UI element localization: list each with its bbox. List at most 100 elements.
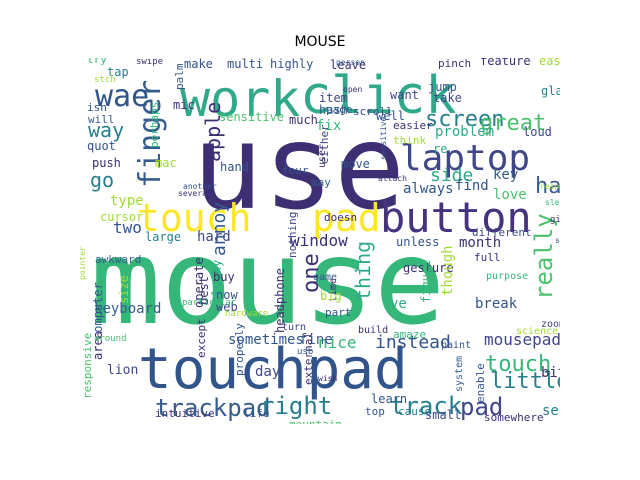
cloud-word-want: want — [390, 88, 419, 102]
cloud-word-part: part — [325, 306, 352, 319]
cloud-word-perhaps: perhaps — [148, 102, 161, 148]
cloud-word-size: size — [117, 275, 131, 304]
cloud-word-wae: wae — [95, 79, 149, 114]
cloud-word-feature: feature — [480, 58, 531, 68]
cloud-word-window: window — [290, 231, 348, 250]
cloud-word-pad: pad — [460, 393, 503, 421]
cloud-word-operate: operate — [192, 257, 206, 308]
cloud-word-nice: nice — [318, 333, 357, 352]
cloud-word-multi: multi — [227, 58, 263, 71]
cloud-word-track: track — [390, 392, 463, 420]
cloud-word-open: open — [343, 85, 362, 94]
cloud-word-hand: hand — [220, 160, 249, 174]
cloud-word-mac: mac — [155, 156, 177, 170]
cloud-word-buy: buy — [213, 270, 235, 284]
cloud-word-now: now — [216, 288, 238, 302]
cloud-word-pad: pad — [312, 196, 381, 240]
cloud-word-either: either — [318, 124, 331, 164]
cloud-word-web: web — [216, 300, 238, 314]
cloud-word-external: external — [302, 332, 315, 385]
cloud-word-turn: turn — [282, 322, 306, 333]
cloud-word-time: time — [328, 278, 339, 302]
cloud-word-work: work — [180, 70, 300, 128]
cloud-word-full: full — [474, 251, 501, 264]
cloud-word-much: much — [289, 113, 318, 127]
cloud-word-life: life — [243, 407, 270, 420]
cloud-word-give: give — [550, 215, 560, 225]
cloud-word-make: make — [184, 58, 213, 71]
cloud-word-leave: leave — [330, 58, 366, 72]
cloud-word-day: day — [255, 364, 280, 380]
cloud-word-sensitive: sensitive — [379, 116, 388, 160]
cloud-word-properly: properly — [233, 323, 246, 376]
cloud-word-instead: instead — [375, 332, 451, 353]
cloud-word-best: best — [197, 276, 211, 305]
cloud-word-cursor: cursor — [100, 210, 143, 224]
cloud-word-re: re — [433, 142, 447, 156]
cloud-word-usb: usb — [297, 347, 313, 357]
cloud-word-loud: loud — [523, 125, 552, 139]
cloud-word-pointer: pointer — [80, 246, 87, 280]
cloud-word-unless: unless — [396, 235, 439, 249]
cloud-word-think: think — [393, 134, 426, 147]
cloud-word-go: go — [90, 168, 114, 192]
cloud-word-way: way — [88, 118, 124, 142]
cloud-word-lion: lion — [107, 363, 138, 378]
cloud-word-sensitive: sensitive — [219, 110, 284, 124]
cloud-word-figure: figure — [419, 260, 433, 303]
cloud-word-really: really — [530, 213, 558, 300]
cloud-word-wish: wish — [318, 374, 337, 383]
cloud-word-stch: stch — [94, 75, 116, 85]
cloud-word-build: build — [358, 325, 388, 336]
cloud-word-great: great — [480, 111, 546, 136]
cloud-word-always: always — [403, 181, 454, 197]
cloud-word-little: little — [490, 369, 560, 394]
cloud-word-try: try — [87, 58, 107, 66]
cloud-word-ha: ha — [535, 174, 560, 199]
cloud-word-respond: respond — [540, 182, 560, 191]
cloud-word-key: key — [493, 167, 518, 183]
cloud-word-intuitive: intuitive — [155, 407, 215, 420]
cloud-word-take: take — [433, 91, 462, 105]
cloud-word-month: month — [459, 235, 501, 251]
cloud-word-another: another — [183, 182, 217, 191]
cloud-word-awkward: awkward — [95, 253, 141, 266]
cloud-word-love: love — [493, 187, 527, 203]
cloud-word-tap: tap — [107, 65, 129, 79]
cloud-word-use: use — [192, 98, 405, 236]
cloud-word-screen: screen — [425, 107, 504, 132]
cloud-word-laptop: laptop — [400, 138, 530, 179]
cloud-word-two: two — [113, 218, 142, 237]
cloud-word-fine: fine — [299, 332, 333, 348]
cloud-word-hash: hash — [319, 103, 348, 117]
cloud-word-thing: thing — [351, 241, 375, 301]
cloud-word-item: item — [319, 91, 348, 105]
cloud-word-student: student — [555, 236, 560, 245]
cloud-word-headphone: headphone — [273, 268, 287, 333]
cloud-word-computer: computer — [91, 282, 105, 340]
cloud-word-break: break — [475, 296, 518, 312]
cloud-word-science: science — [516, 326, 558, 337]
cloud-word-game: game — [313, 272, 337, 283]
cloud-word-somewhere: somewhere — [484, 411, 544, 424]
cloud-word-easy: easy — [539, 58, 560, 68]
cloud-word-nothing: nothing — [286, 212, 299, 258]
cloud-word-several: several — [178, 189, 212, 198]
cloud-word-problem: problem — [435, 124, 494, 140]
cloud-word-sometimes: sometimes — [228, 332, 304, 348]
cloud-word-touch: touch — [485, 352, 551, 377]
cloud-word-annoy: annoy — [209, 202, 230, 256]
cloud-word-mountain: mountain — [289, 418, 342, 424]
cloud-word-fix: fix — [316, 118, 341, 134]
cloud-word-learn: learn — [371, 392, 407, 406]
cloud-word-right: right — [260, 392, 332, 420]
cloud-word-finger: finger — [133, 80, 168, 188]
cloud-word-hard: hard — [197, 229, 231, 245]
cloud-word-small: small — [425, 408, 461, 422]
cloud-word-mousepad: mousepad — [484, 330, 560, 349]
cloud-word-well: well — [376, 109, 405, 123]
cloud-word-purpose: purpose — [486, 271, 528, 282]
cloud-word-different: different — [472, 226, 532, 239]
cloud-word-doesn: doesn — [324, 211, 357, 224]
